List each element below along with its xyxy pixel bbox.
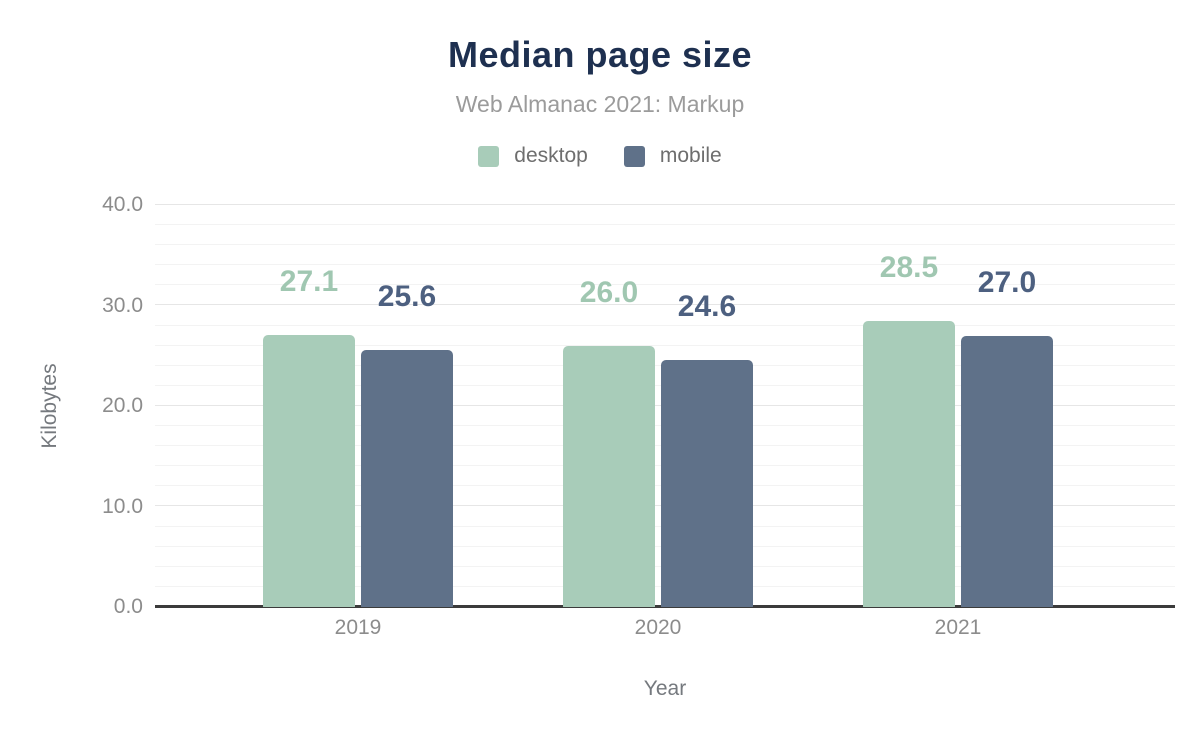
x-tick-2019: 2019 [334,616,382,639]
chart-title: Median page size [447,34,753,75]
chart-subtitle: Web Almanac 2021: Markup [455,91,745,117]
x-tick-2021: 2021 [934,616,982,639]
bar-desktop-2021 [863,321,955,607]
y-tick-40.0: 40.0 [102,193,143,216]
bar-desktop-2019 [263,335,355,607]
legend-swatch-desktop [478,145,500,167]
minor-gridline [155,325,1175,326]
bar-value-label-desktop-2020: 26.0 [579,276,639,309]
bar-mobile-2019 [361,350,453,607]
bar-mobile-2020 [661,360,753,607]
legend-swatch-mobile [623,145,645,167]
major-gridline [155,304,1175,305]
bar-value-label-desktop-2021: 28.5 [879,251,939,284]
plot-area: 27.1 25.6 26.0 24.6 28.5 27.0 [155,204,1175,608]
minor-gridline [155,224,1175,225]
minor-gridline [155,264,1175,265]
x-axis-title: Year [643,677,687,700]
bar-desktop-2020 [563,346,655,607]
x-tick-2020: 2020 [634,616,682,639]
minor-gridline [155,284,1175,285]
legend-label-desktop: desktop [514,144,588,167]
bar-value-label-mobile-2019: 25.6 [377,280,437,313]
bar-value-label-mobile-2020: 24.6 [677,290,737,323]
legend-item-mobile: mobile [623,144,722,168]
legend-item-desktop: desktop [478,144,588,168]
y-tick-10.0: 10.0 [102,494,143,518]
y-tick-20.0: 20.0 [102,394,143,417]
major-gridline [155,204,1175,205]
bar-value-label-mobile-2021: 27.0 [977,266,1037,299]
bar-mobile-2021 [961,336,1053,607]
y-tick-0.0: 0.0 [113,595,143,618]
minor-gridline [155,345,1175,346]
y-axis-title: Kilobytes [38,363,61,449]
y-tick-30.0: 30.0 [102,293,143,317]
legend-label-mobile: mobile [659,144,722,167]
legend: desktop mobile [0,144,1200,168]
bar-value-label-desktop-2019: 27.1 [279,265,339,298]
minor-gridline [155,244,1175,245]
